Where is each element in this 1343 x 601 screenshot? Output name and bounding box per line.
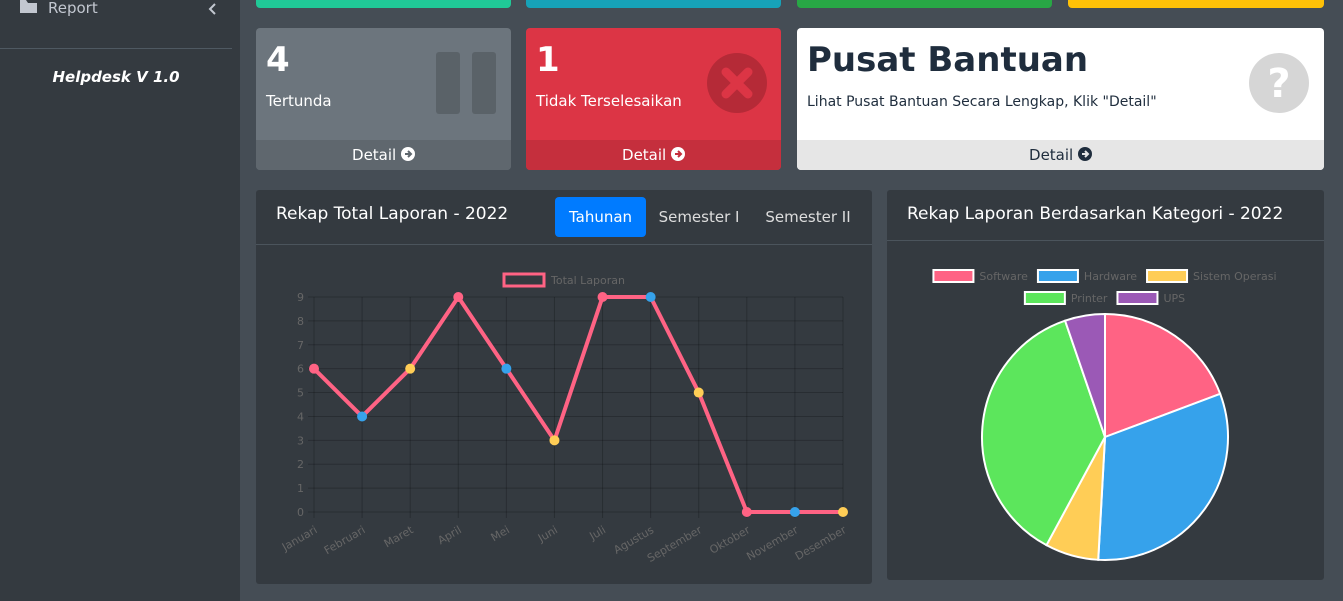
x-tick-label: Maret <box>382 523 416 550</box>
card: 1 Tidak Terselesaikan Detail <box>526 28 781 170</box>
line <box>312 295 843 514</box>
point <box>693 387 704 398</box>
pie-panel: Rekap Laporan Berdasarkan Kategori - 202… <box>887 190 1324 580</box>
x-tick-label: Desember <box>793 523 849 563</box>
legend-label: Hardware <box>1084 270 1137 283</box>
legend-swatch <box>1146 269 1189 283</box>
pie-chart: Software Hardware Sistem Operasi Printer UPS <box>932 269 1277 561</box>
line-chart: 0 1 2 3 4 5 6 7 8 9 Januari Februari Maret April Mei Ju… <box>279 272 849 565</box>
y-tick-label: 0 <box>297 506 304 519</box>
x-tick-label: Juli <box>587 523 609 543</box>
point <box>645 292 656 302</box>
tab[interactable]: Semester II <box>765 208 851 226</box>
menu-item[interactable]: Report <box>48 0 98 17</box>
svg-text:?: ? <box>1267 61 1290 107</box>
x-tick-label: Februari <box>322 523 368 557</box>
folder-icon <box>20 0 37 13</box>
tab[interactable]: Semester I <box>658 208 740 226</box>
x-tick-label: Juni <box>535 523 560 545</box>
link-text[interactable]: Detail <box>352 146 397 164</box>
detail-link[interactable]: Detail <box>256 140 511 170</box>
x-tick-label: September <box>645 523 705 565</box>
legend-label: UPS <box>1163 292 1185 305</box>
sidebar: Report Helpdesk V 1.0 <box>0 0 240 601</box>
panel-title: Rekap Laporan Berdasarkan Kategori - 202… <box>907 204 1284 224</box>
point <box>453 292 464 302</box>
x-tick-label: Januari <box>279 523 319 554</box>
arrow-icon <box>670 147 685 161</box>
point <box>405 363 416 374</box>
panel-title: Rekap Total Laporan - 2022 <box>276 204 509 224</box>
top-card <box>1068 0 1324 8</box>
point <box>309 363 319 374</box>
separator <box>0 48 232 49</box>
arrow-icon <box>400 147 415 161</box>
point <box>789 507 800 517</box>
pause-icon <box>436 52 496 114</box>
point <box>501 363 512 374</box>
y-tick-label: 6 <box>297 363 304 376</box>
point <box>357 411 368 422</box>
divider <box>887 240 1324 241</box>
point <box>741 507 752 517</box>
legend-swatch <box>502 272 546 288</box>
pie-slice <box>1097 392 1229 561</box>
x-tick-label: November <box>744 523 800 563</box>
arrow-icon <box>1077 147 1092 161</box>
card-text: Lihat Pusat Bantuan Secara Lengkap, Klik… <box>807 94 1157 110</box>
x-icon <box>707 53 767 113</box>
divider <box>256 244 872 245</box>
version: Helpdesk V 1.0 <box>52 68 180 86</box>
detail-link[interactable]: Detail <box>797 140 1324 170</box>
card: 4 Tertunda Detail <box>256 28 511 170</box>
y-tick-label: 7 <box>297 339 304 352</box>
top-card <box>256 0 511 8</box>
line-panel: Rekap Total Laporan - 2022 Tahunan Semes… <box>256 190 872 584</box>
label: Tertunda <box>266 92 332 110</box>
count: 4 <box>266 40 290 80</box>
card: ? Pusat Bantuan Lihat Pusat Bantuan Seca… <box>797 28 1324 170</box>
point <box>597 292 608 302</box>
legend-swatch <box>1023 291 1066 305</box>
tab[interactable]: Tahunan <box>555 197 646 237</box>
x-tick-label: Mei <box>489 523 512 544</box>
y-tick-label: 2 <box>297 458 304 471</box>
top-card <box>526 0 781 8</box>
pie-slice <box>1104 312 1222 439</box>
label: Tidak Terselesaikan <box>536 92 682 110</box>
link-text[interactable]: Detail <box>622 146 667 164</box>
link-text[interactable]: Detail <box>1029 146 1074 164</box>
point <box>549 435 560 446</box>
y-tick-label: 3 <box>297 434 304 447</box>
legend-swatch <box>1036 269 1079 283</box>
pie-slice <box>1063 312 1106 438</box>
legend-label: Printer <box>1071 292 1108 305</box>
top-card <box>797 0 1052 8</box>
count: 1 <box>536 40 560 80</box>
legend-label: Total Laporan <box>550 274 625 287</box>
pie-slice <box>981 319 1107 547</box>
y-tick-label: 5 <box>297 387 304 400</box>
legend-label: Sistem Operasi <box>1193 270 1277 283</box>
legend-swatch <box>1116 291 1159 305</box>
legend-label: Software <box>979 270 1028 283</box>
x-tick-label: April <box>435 523 463 547</box>
point <box>838 507 848 517</box>
card-title: Pusat Bantuan <box>807 40 1089 80</box>
detail-link[interactable]: Detail <box>526 140 781 170</box>
y-tick-label: 8 <box>297 315 304 328</box>
y-tick-label: 9 <box>297 291 304 304</box>
question-icon: ? <box>1249 53 1309 113</box>
legend-swatch <box>932 269 975 283</box>
chevron[interactable] <box>208 3 218 15</box>
y-tick-label: 1 <box>297 482 304 495</box>
y-tick-label: 4 <box>297 410 304 423</box>
